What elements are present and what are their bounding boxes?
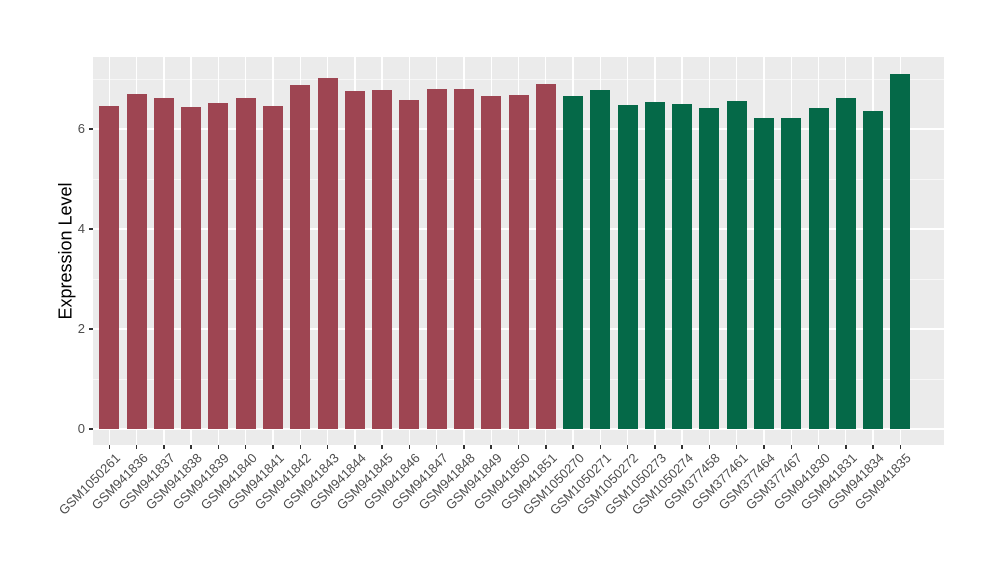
x-tick-mark bbox=[599, 445, 602, 449]
x-tick-mark bbox=[545, 445, 547, 449]
x-tick-mark bbox=[817, 445, 820, 449]
x-tick-mark bbox=[408, 445, 411, 449]
bar-GSM941835 bbox=[890, 74, 911, 429]
bar-GSM377458 bbox=[699, 108, 720, 429]
y-tick-mark bbox=[89, 328, 93, 330]
x-tick-mark bbox=[326, 445, 329, 449]
y-tick-label: 6 bbox=[77, 121, 85, 136]
y-tick-mark bbox=[89, 128, 93, 130]
bar-GSM377461 bbox=[726, 100, 747, 429]
bar-GSM941848 bbox=[453, 88, 474, 429]
x-tick-mark bbox=[163, 445, 165, 449]
plot-panel bbox=[93, 57, 944, 445]
x-tick-mark bbox=[490, 445, 492, 449]
bar-GSM377467 bbox=[781, 117, 802, 429]
x-tick-mark bbox=[681, 445, 683, 449]
bar-GSM941846 bbox=[399, 100, 420, 429]
x-tick-mark bbox=[572, 445, 574, 449]
x-tick-mark bbox=[626, 445, 629, 449]
x-tick-mark bbox=[108, 445, 111, 449]
bar-GSM941842 bbox=[290, 85, 311, 429]
x-tick-mark bbox=[735, 445, 738, 449]
x-tick-mark bbox=[354, 445, 356, 449]
x-tick-mark bbox=[517, 445, 520, 449]
bar-GSM941849 bbox=[481, 96, 502, 429]
bar-GSM941830 bbox=[808, 108, 829, 429]
x-tick-mark bbox=[790, 445, 792, 449]
y-tick-label: 4 bbox=[77, 221, 85, 236]
x-tick-mark bbox=[135, 445, 138, 449]
bar-GSM1050272 bbox=[617, 105, 638, 429]
bar-GSM941845 bbox=[372, 90, 393, 429]
bar-GSM941844 bbox=[344, 90, 365, 429]
x-tick-mark bbox=[435, 445, 438, 449]
x-tick-mark bbox=[899, 445, 902, 449]
bar-GSM941838 bbox=[181, 106, 202, 429]
y-tick-mark bbox=[89, 428, 93, 430]
x-tick-mark bbox=[845, 445, 847, 449]
bar-GSM941831 bbox=[835, 97, 856, 429]
x-tick-mark bbox=[381, 445, 383, 449]
y-tick-mark bbox=[89, 228, 93, 230]
bar-GSM1050271 bbox=[590, 89, 611, 429]
bar-GSM941837 bbox=[153, 97, 174, 429]
bar-GSM941836 bbox=[126, 94, 147, 429]
bar-GSM941840 bbox=[235, 98, 256, 429]
x-tick-mark bbox=[190, 445, 192, 449]
bar-GSM941850 bbox=[508, 95, 529, 429]
x-tick-mark bbox=[217, 445, 220, 449]
bar-GSM941851 bbox=[535, 84, 556, 429]
bar-GSM941834 bbox=[863, 111, 884, 429]
bar-GSM1050273 bbox=[644, 102, 665, 429]
bar-GSM377464 bbox=[753, 117, 774, 429]
x-tick-mark bbox=[463, 445, 465, 449]
bar-GSM941843 bbox=[317, 78, 338, 429]
x-tick-mark bbox=[872, 445, 874, 449]
x-tick-mark bbox=[763, 445, 765, 449]
y-tick-label: 2 bbox=[77, 321, 85, 336]
x-tick-mark bbox=[654, 445, 656, 449]
bar-GSM1050270 bbox=[563, 95, 584, 429]
x-tick-mark bbox=[299, 445, 302, 449]
bar-GSM1050274 bbox=[672, 104, 693, 429]
x-tick-mark bbox=[244, 445, 247, 449]
bar-GSM941839 bbox=[208, 103, 229, 429]
x-tick-mark bbox=[708, 445, 711, 449]
bar-GSM941841 bbox=[263, 105, 284, 429]
bar-GSM1050261 bbox=[99, 106, 120, 429]
y-axis-title: Expression Level bbox=[55, 182, 76, 320]
y-tick-label: 0 bbox=[77, 421, 85, 436]
x-tick-mark bbox=[272, 445, 274, 449]
bar-GSM941847 bbox=[426, 89, 447, 429]
